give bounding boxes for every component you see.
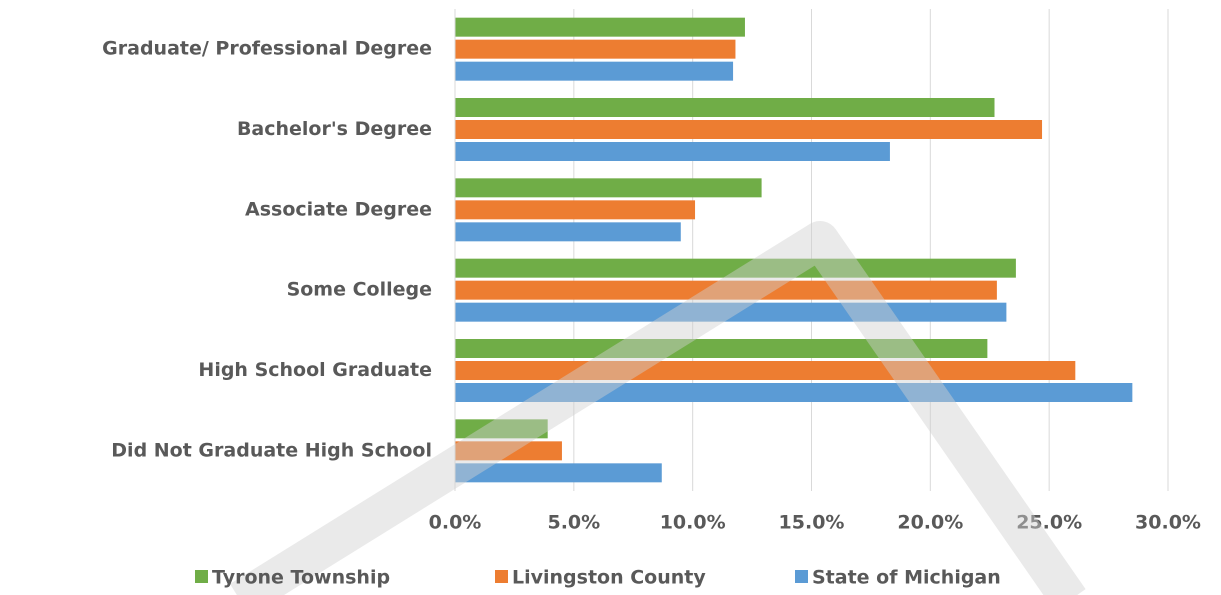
bar: [455, 98, 995, 117]
bar: [455, 258, 1016, 278]
bar: [455, 200, 696, 220]
y-tick-label: Graduate/ Professional Degree: [102, 38, 432, 60]
y-tick-label: Did Not Graduate High School: [111, 439, 432, 461]
bar: [455, 222, 681, 242]
legend-label: State of Michigan: [812, 567, 1001, 589]
legend-swatch: [195, 570, 208, 583]
bar: [455, 39, 736, 59]
bar: [455, 280, 997, 300]
bar: [455, 120, 1043, 139]
bar: [455, 463, 662, 483]
legend-label: Tyrone Township: [212, 567, 390, 589]
bar: [455, 61, 734, 81]
y-tick-label: Bachelor's Degree: [237, 118, 432, 140]
bar: [455, 419, 548, 439]
x-tick-label: 0.0%: [429, 512, 482, 534]
bar: [455, 142, 890, 161]
y-tick-label: Some College: [287, 279, 432, 301]
x-tick-label: 10.0%: [660, 512, 726, 534]
bar: [455, 302, 1007, 322]
x-tick-label: 15.0%: [779, 512, 845, 534]
legend-swatch: [495, 570, 508, 583]
y-tick-label: High School Graduate: [198, 359, 432, 381]
x-tick-label: 20.0%: [897, 512, 963, 534]
bar: [455, 178, 762, 198]
bar: [455, 361, 1076, 380]
plot-area: 0.0% 5.0% 10.0% 15.0% 20.0% 25.0% 30.0% Graduat…: [102, 9, 1201, 534]
bar: [455, 339, 988, 358]
x-tick-label: 30.0%: [1135, 512, 1201, 534]
legend-label: Livingston County: [512, 567, 706, 589]
bar: [455, 17, 745, 37]
bar: [455, 383, 1133, 402]
y-tick-label: Associate Degree: [245, 198, 432, 220]
bar: [455, 441, 562, 461]
watermark: [229, 221, 1086, 595]
x-tick-label: 25.0%: [1016, 512, 1082, 534]
x-tick-label: 5.0%: [547, 512, 600, 534]
legend-swatch: [795, 570, 808, 583]
